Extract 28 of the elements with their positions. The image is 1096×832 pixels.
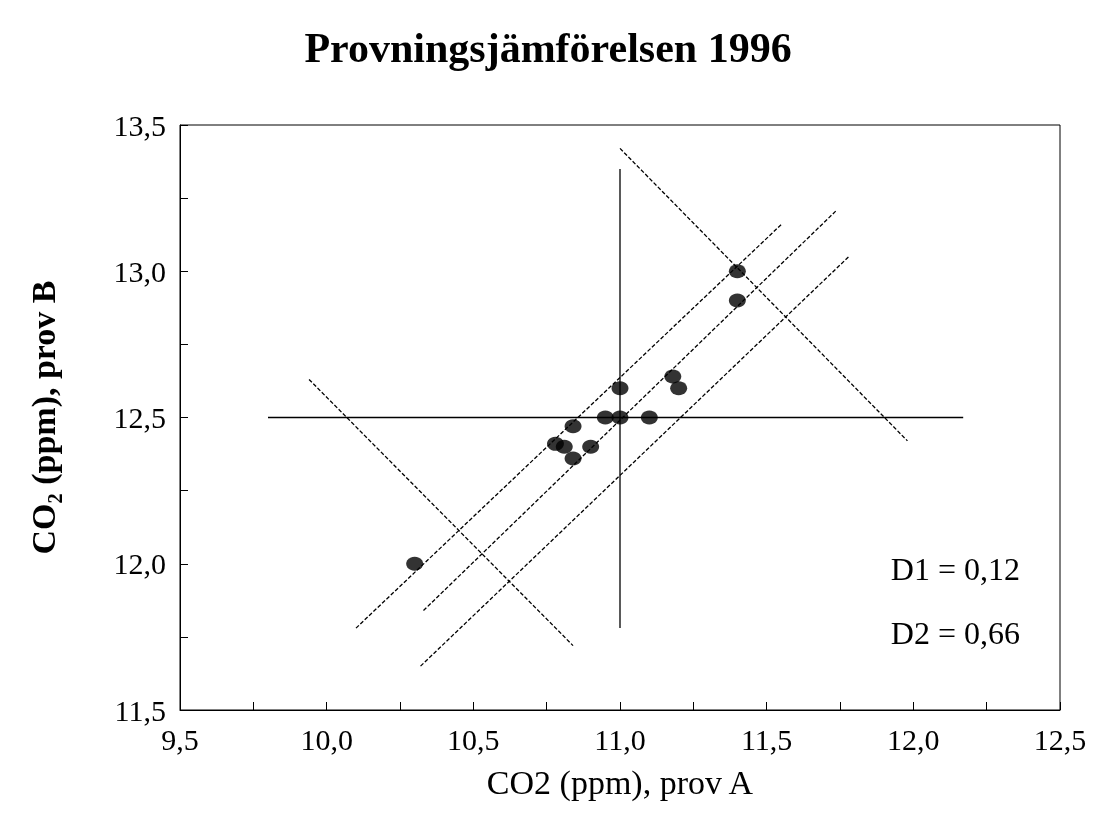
annotation: D1 = 0,12: [890, 551, 1020, 587]
chart-title: Provningsjämförelsen 1996: [304, 25, 792, 71]
point: [406, 556, 424, 571]
x-tick-label: 10,5: [447, 722, 500, 756]
y-axis-title: CO₂ (ppm), prov B: [24, 280, 63, 555]
point: [728, 293, 746, 308]
point: [564, 451, 582, 466]
x-axis-title: CO2 (ppm), prov A: [486, 763, 754, 802]
point: [596, 410, 614, 425]
point: [728, 264, 746, 279]
point: [670, 381, 688, 396]
x-tick-label: 10,0: [300, 722, 353, 756]
point: [611, 381, 629, 396]
y-tick-label: 13,0: [113, 254, 166, 288]
annotation: D2 = 0,66: [890, 615, 1020, 651]
x-tick-label: 11,5: [740, 722, 793, 756]
point: [640, 410, 658, 425]
point: [582, 439, 600, 454]
y-tick-label: 13,5: [113, 108, 166, 142]
x-tick-label: 11,0: [594, 722, 646, 756]
point: [564, 419, 582, 434]
point: [611, 410, 629, 425]
point: [555, 439, 573, 454]
x-tick-label: 12,5: [1033, 722, 1087, 756]
y-tick-label: 12,0: [113, 547, 166, 581]
y-tick-label: 12,5: [113, 401, 166, 434]
x-tick-label: 12,0: [887, 722, 940, 756]
point: [664, 369, 682, 384]
